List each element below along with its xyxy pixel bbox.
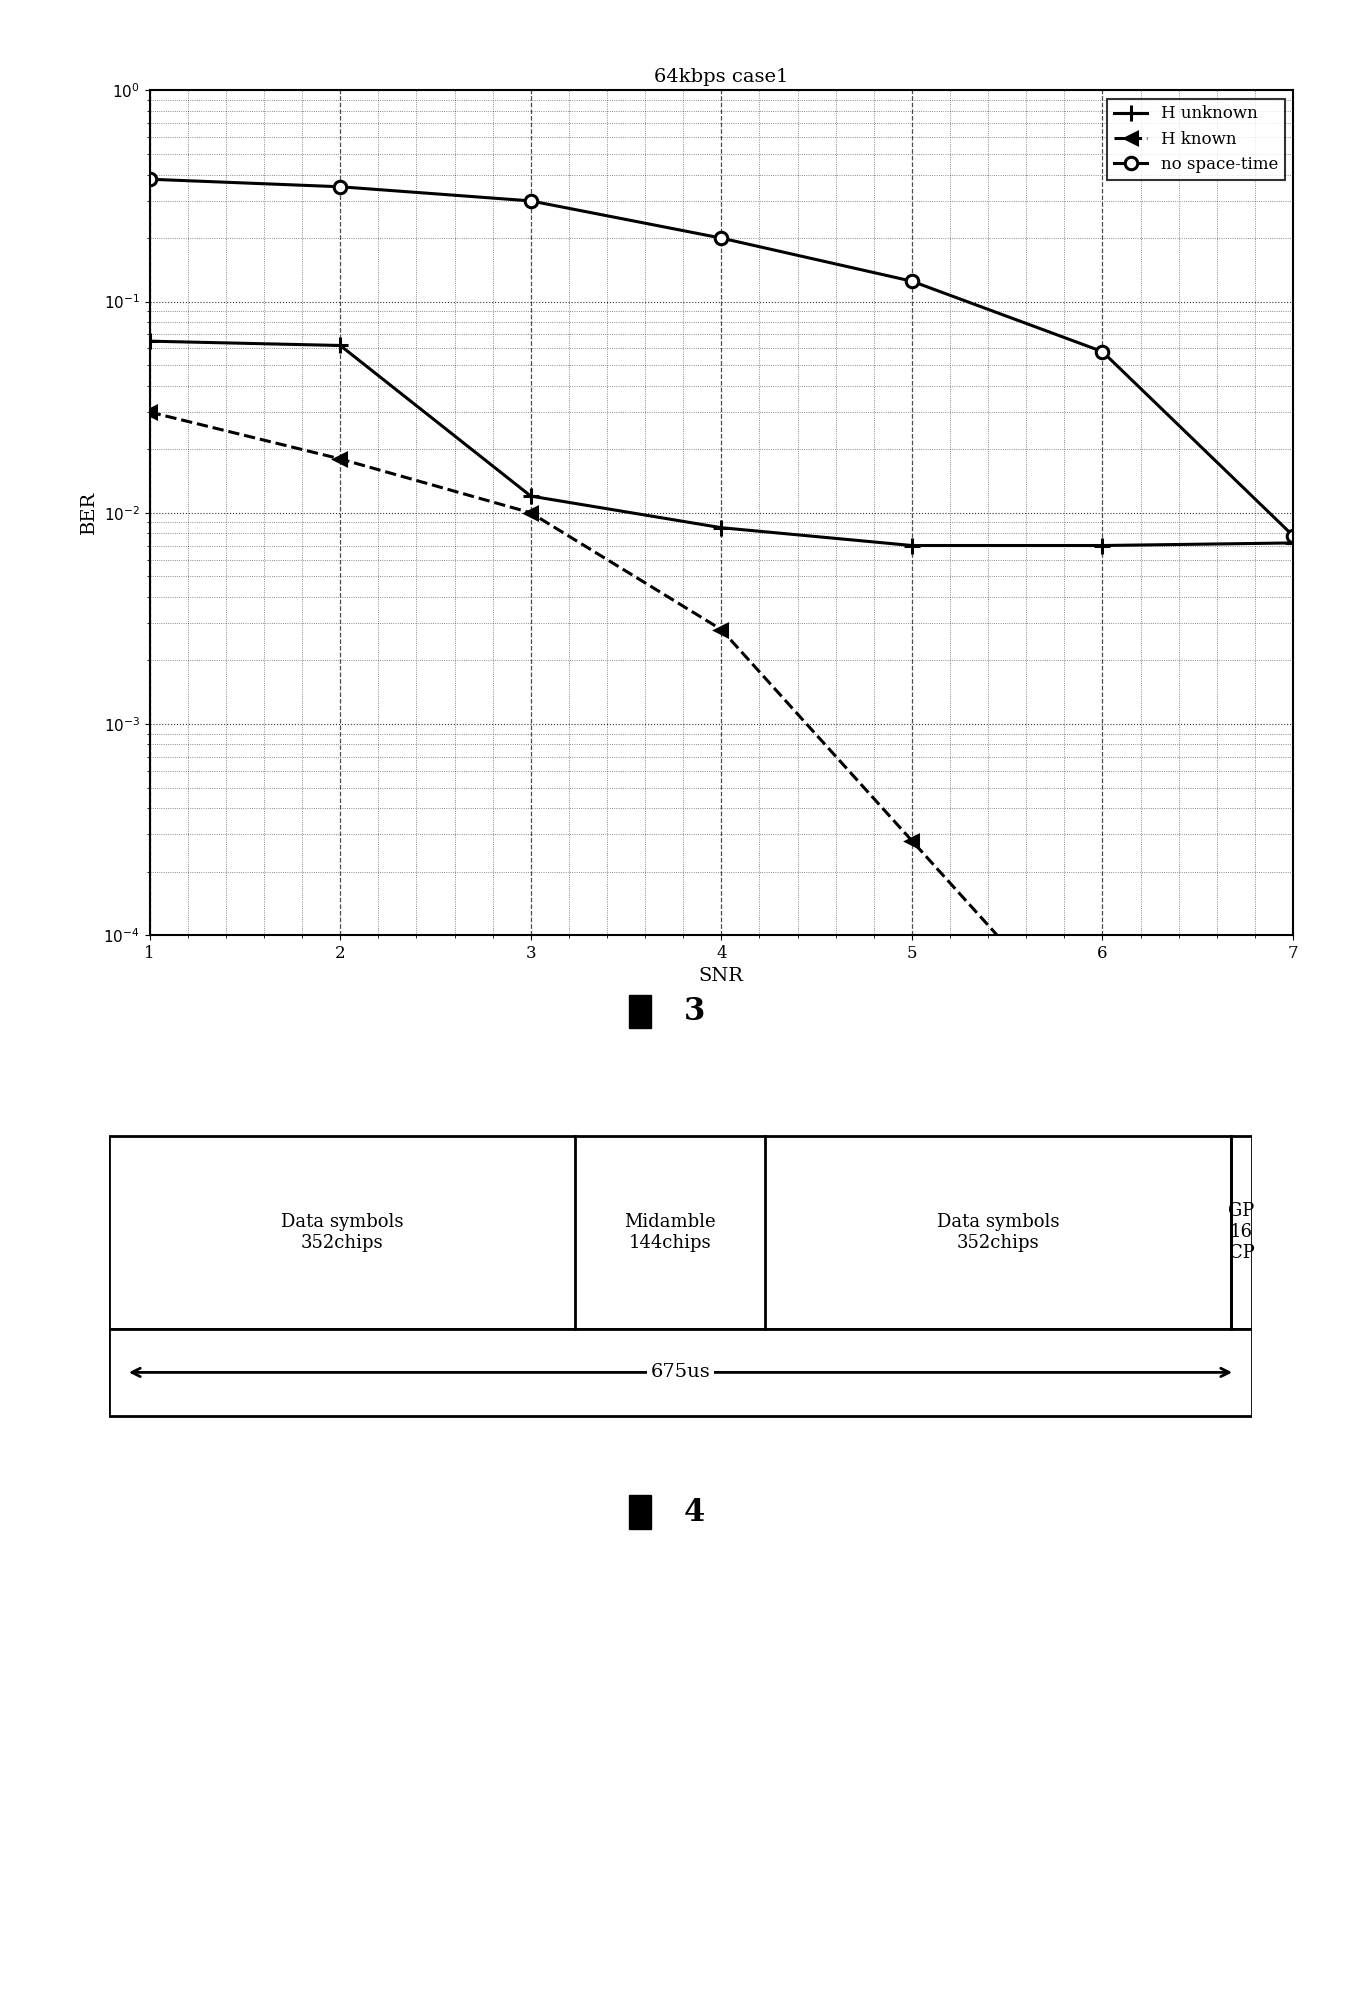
Text: 4: 4 [683, 1496, 705, 1528]
Legend: H unknown, H known, no space-time: H unknown, H known, no space-time [1108, 99, 1285, 179]
no space-time [1285, 523, 1301, 547]
Text: Midamble
144chips: Midamble 144chips [625, 1213, 716, 1251]
Bar [109, 1136, 1252, 1329]
no space-time [332, 175, 348, 199]
H unknown [142, 330, 158, 354]
H known [523, 501, 539, 525]
Bar [109, 1329, 1252, 1416]
Text: 图: 图 [632, 1498, 648, 1526]
no space-time [713, 225, 729, 249]
Text: 675us: 675us [651, 1363, 710, 1382]
Y-axis label: BER: BER [80, 491, 98, 535]
Text: GP
16
CP: GP 16 CP [1229, 1203, 1255, 1263]
no space-time [1094, 340, 1111, 364]
Line: H unknown: H unknown [142, 334, 1301, 553]
H known [713, 617, 729, 642]
H unknown [713, 515, 729, 539]
H unknown [904, 533, 920, 557]
no space-time [523, 189, 539, 213]
H unknown [332, 334, 348, 358]
H unknown [1285, 531, 1301, 555]
Text: Data symbols
352chips: Data symbols 352chips [280, 1213, 403, 1251]
Text: Data symbols
352chips: Data symbols 352chips [936, 1213, 1059, 1251]
H known [1094, 1040, 1111, 1064]
Text: 3: 3 [683, 995, 705, 1028]
X-axis label: SNR: SNR [698, 967, 744, 985]
Text: 图: 图 [632, 997, 648, 1026]
H unknown [523, 485, 539, 509]
H known [142, 400, 158, 424]
Title: 64kbps case1: 64kbps case1 [655, 68, 788, 86]
Line: no space-time: no space-time [143, 173, 1300, 541]
no space-time [904, 269, 920, 294]
H known [332, 446, 348, 471]
Line: H known: H known [144, 406, 1298, 1249]
H unknown [1094, 533, 1111, 557]
H known [1285, 1231, 1301, 1255]
H known [904, 829, 920, 853]
no space-time [142, 167, 158, 191]
